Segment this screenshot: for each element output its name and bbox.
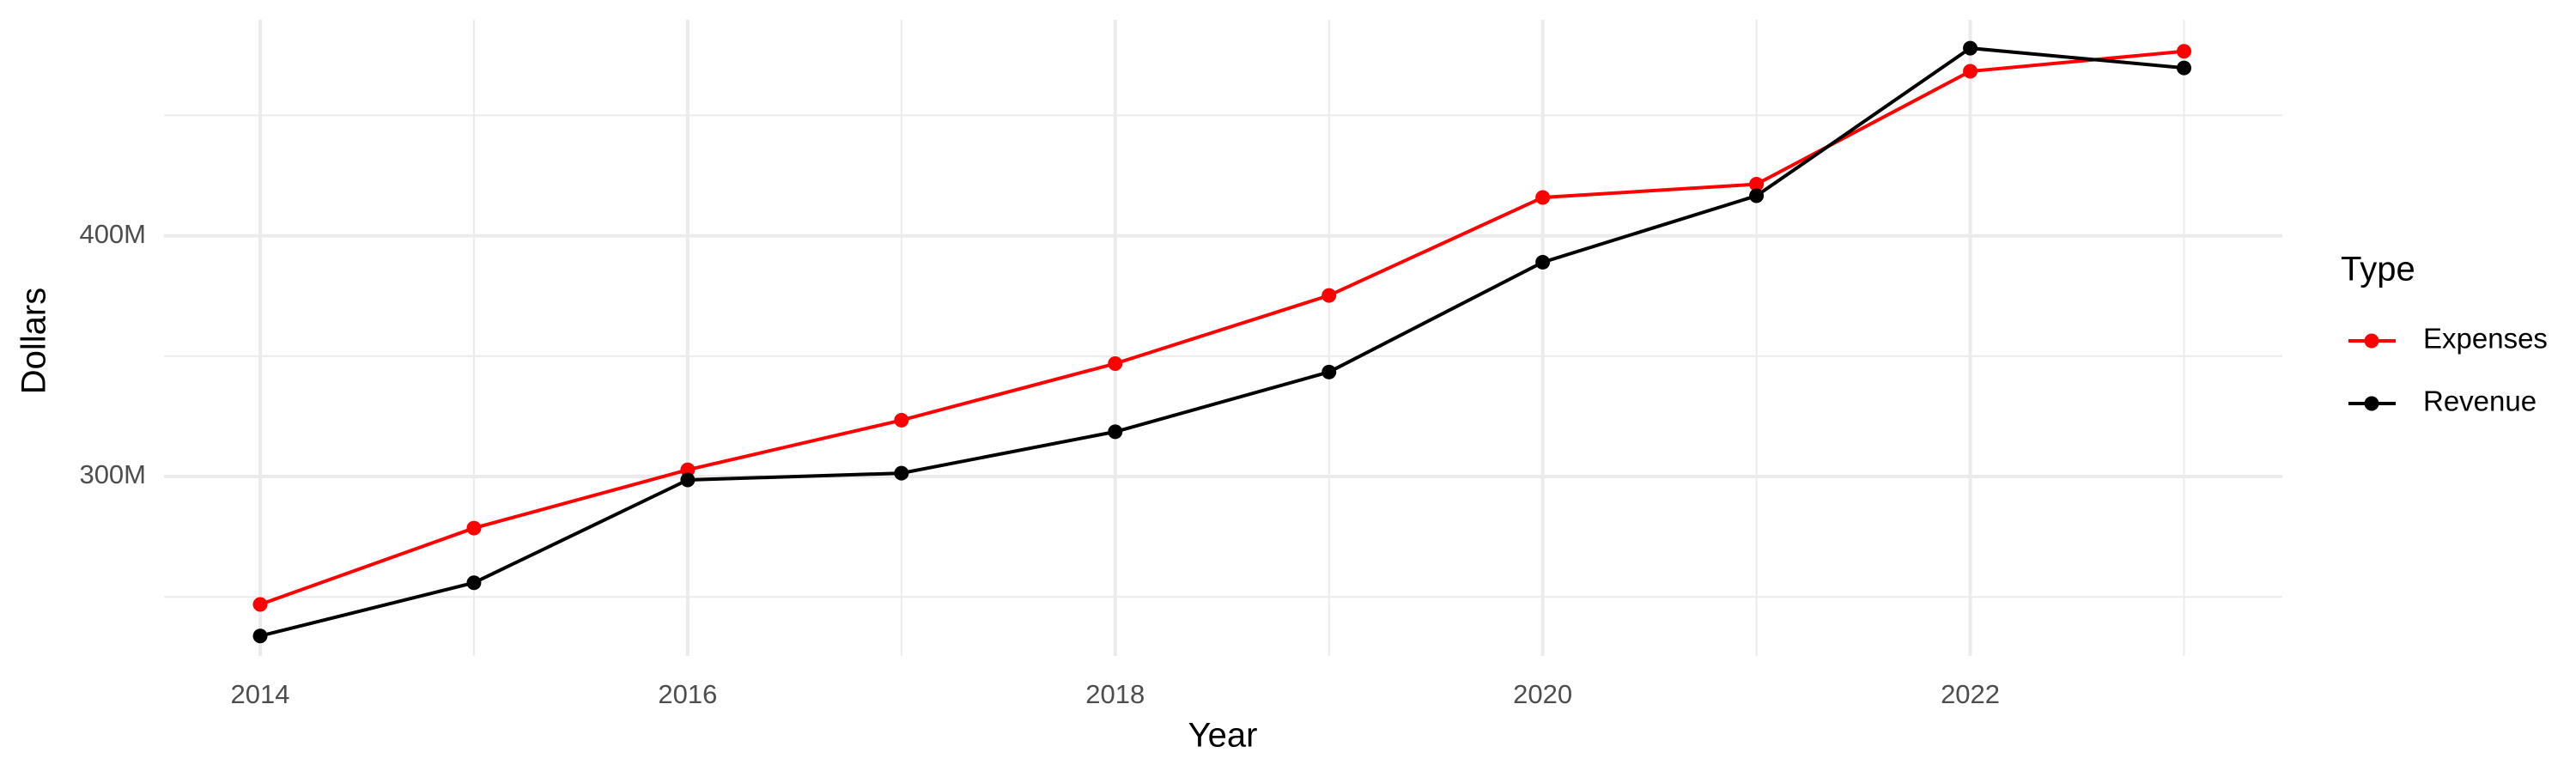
data-point xyxy=(894,412,909,428)
data-point xyxy=(1321,364,1337,379)
x-axis-label: Year xyxy=(1188,717,1258,755)
series-line xyxy=(259,46,2184,638)
data-point xyxy=(894,465,909,481)
data-point xyxy=(1535,190,1551,205)
data-point xyxy=(1108,424,1123,440)
y-axis-label: Dollars xyxy=(15,288,53,394)
data-point xyxy=(1749,177,1765,192)
data-point xyxy=(2176,60,2191,76)
data-point xyxy=(466,575,482,591)
data-point xyxy=(1535,254,1551,270)
data-point xyxy=(1963,64,1978,79)
y-tick-label: 400M xyxy=(79,219,146,249)
y-tick-label: 300M xyxy=(79,459,146,489)
x-tick-label: 2014 xyxy=(231,679,290,709)
x-tick-label: 2018 xyxy=(1085,679,1145,709)
legend-marker xyxy=(2364,333,2379,349)
x-tick-label: 2016 xyxy=(658,679,717,709)
series-line xyxy=(259,49,2184,606)
legend-label: Expenses xyxy=(2423,323,2548,355)
data-point xyxy=(1108,356,1123,372)
data-point xyxy=(680,462,696,477)
data-point xyxy=(1963,40,1978,56)
data-point xyxy=(252,628,268,644)
data-point xyxy=(252,597,268,612)
data-point xyxy=(2176,44,2191,59)
data-point xyxy=(1321,288,1337,303)
legend-label: Revenue xyxy=(2423,385,2537,417)
data-point xyxy=(680,472,696,488)
legend-marker xyxy=(2364,396,2379,411)
x-tick-label: 2020 xyxy=(1513,679,1572,709)
data-point xyxy=(1749,188,1765,203)
legend-title: Type xyxy=(2341,251,2415,288)
x-tick-label: 2022 xyxy=(1941,679,2000,709)
data-point xyxy=(466,520,482,536)
